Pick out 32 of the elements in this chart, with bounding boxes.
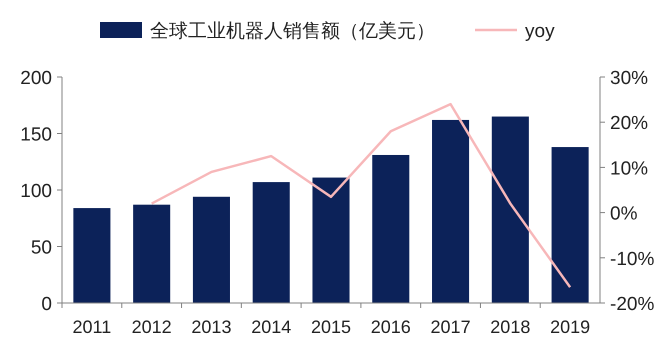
legend-label: 全球工业机器人销售额（亿美元） xyxy=(150,20,435,42)
x-tick-label: 2019 xyxy=(550,317,590,337)
x-tick-label: 2014 xyxy=(251,317,292,337)
bar xyxy=(192,196,230,303)
bar xyxy=(492,116,529,303)
x-tick-label: 2013 xyxy=(191,317,232,337)
bar xyxy=(73,208,110,303)
x-tick-label: 2015 xyxy=(310,317,352,337)
bar xyxy=(432,120,470,303)
line-series xyxy=(150,102,572,288)
y2-tick-label: 30% xyxy=(610,68,648,89)
y2-tick-label: 0% xyxy=(610,204,638,225)
y2-tick-label: -10% xyxy=(610,248,654,270)
y-tick-label: 100 xyxy=(20,181,52,202)
y-tick-label: 0 xyxy=(41,294,52,315)
bar xyxy=(133,204,170,303)
bar xyxy=(372,154,410,303)
y2-tick-label: 20% xyxy=(610,113,648,134)
y2-tick-label: 10% xyxy=(610,158,648,180)
bar xyxy=(312,178,350,303)
y-tick-label: 200 xyxy=(20,68,52,89)
y2-tick-label: -20% xyxy=(610,294,654,315)
legend-label: yoy xyxy=(525,21,556,42)
x-tick-label: 2012 xyxy=(132,317,172,337)
y-tick-label: 150 xyxy=(20,124,52,146)
x-tick-label: 2017 xyxy=(430,317,471,337)
x-tick-label: 2016 xyxy=(370,317,411,337)
bar xyxy=(252,182,290,303)
bar xyxy=(552,147,589,303)
x-tick-label: 2018 xyxy=(490,317,530,337)
y-tick-label: 50 xyxy=(30,238,52,258)
x-tick-label: 2011 xyxy=(72,317,112,337)
